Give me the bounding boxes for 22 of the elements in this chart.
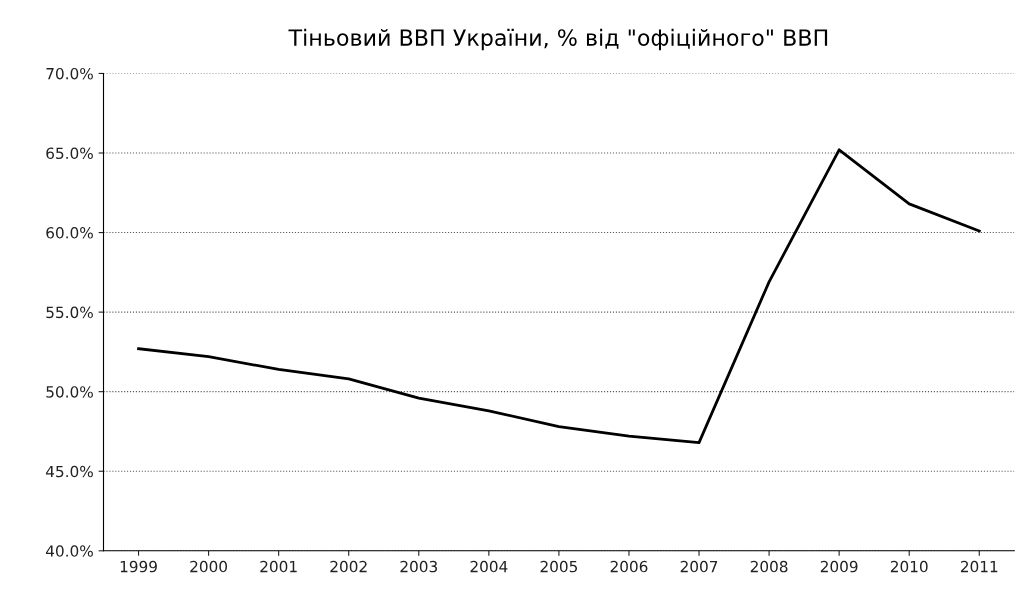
x-tick-label: 2004 bbox=[470, 560, 508, 573]
y-tick-label: 55.0% bbox=[46, 306, 93, 319]
y-tick-label: 60.0% bbox=[46, 227, 93, 239]
x-tick-label: 2003 bbox=[400, 560, 437, 573]
y-tick-label: 65.0% bbox=[46, 147, 93, 160]
line-series bbox=[137, 148, 981, 444]
y-tick-label: 70.0% bbox=[46, 67, 93, 80]
x-tick-label: 2002 bbox=[330, 560, 367, 573]
x-tick-label: 2010 bbox=[890, 560, 928, 573]
x-tick-label: 2006 bbox=[610, 560, 648, 573]
x-tick-label: 1999 bbox=[120, 560, 157, 573]
y-tick-label: 40.0% bbox=[45, 545, 93, 557]
y-tick-label: 50.0% bbox=[46, 386, 93, 398]
x-tick-label: 2000 bbox=[190, 560, 228, 573]
x-tick-label: 2011 bbox=[960, 560, 998, 573]
x-tick-label: 2009 bbox=[820, 560, 858, 573]
x-tick-label: 2005 bbox=[540, 560, 578, 573]
x-tick-label: 2008 bbox=[750, 560, 788, 573]
y-tick-label: 45.0% bbox=[45, 465, 93, 478]
x-tick-label: 2001 bbox=[260, 560, 297, 573]
chart-title: Тіньовий ВВП України, % від "офіційного" ВВП bbox=[288, 28, 828, 51]
x-tick-label: 2007 bbox=[680, 560, 718, 573]
